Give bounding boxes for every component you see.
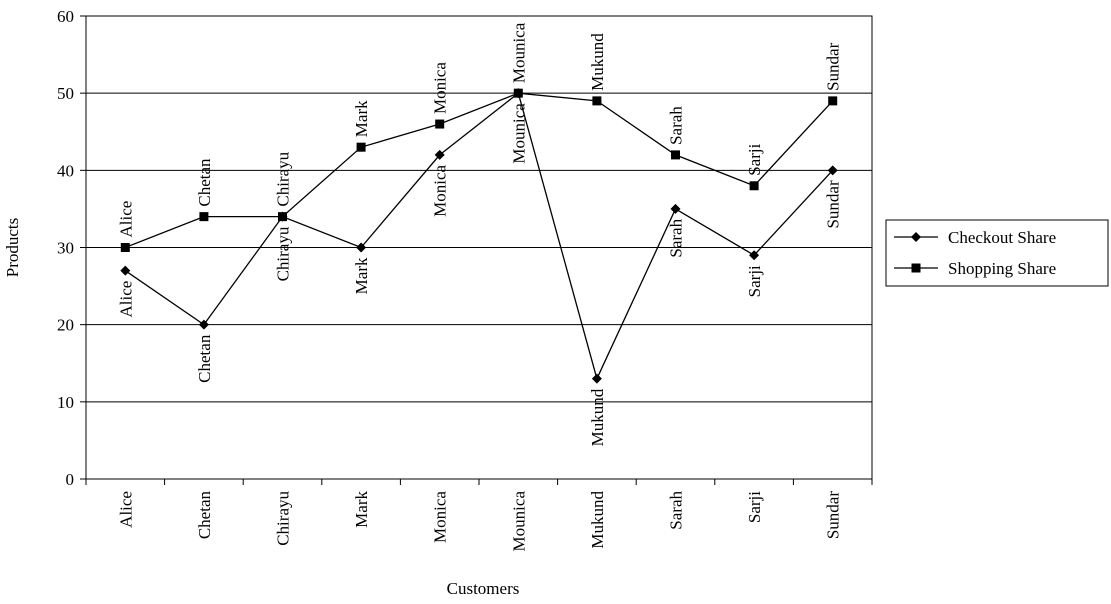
data-point-square xyxy=(199,212,209,222)
point-label-checkout: Mounica xyxy=(509,103,528,164)
data-point-square xyxy=(278,212,287,222)
point-label-shopping: Chirayu xyxy=(274,151,293,206)
data-point-square xyxy=(671,150,680,160)
x-tick-label: Mounica xyxy=(509,491,528,552)
legend-box xyxy=(885,219,1109,287)
series-line xyxy=(124,92,834,381)
x-tick-label: Sundar xyxy=(824,491,843,540)
legend-item: Shopping Share xyxy=(894,259,1056,278)
point-label-checkout: Sundar xyxy=(824,180,843,229)
point-label-checkout: Mukund xyxy=(588,388,607,446)
point-label-checkout: Sarji xyxy=(745,265,764,297)
legend-label: Shopping Share xyxy=(948,259,1056,278)
series-line xyxy=(125,92,834,249)
data-point-diamond xyxy=(120,265,131,276)
point-labels: Alice Alice Chetan Chetan Chirayu Chirayu Mark… xyxy=(116,22,842,446)
point-label-shopping: Alice xyxy=(116,201,135,238)
y-tick-label: 20 xyxy=(57,316,74,335)
series-shopping-share xyxy=(120,88,838,252)
y-axis-ticks: 0 10 20 30 40 50 60 xyxy=(57,7,86,489)
point-label-checkout: Mark xyxy=(352,257,371,294)
point-label-shopping: Mark xyxy=(352,100,371,137)
point-label-shopping: Sarji xyxy=(745,143,764,175)
y-axis-title: Products xyxy=(3,218,22,278)
x-tick-label: Alice xyxy=(116,491,135,528)
x-tick-label: Mukund xyxy=(588,491,607,549)
point-label-shopping: Monica xyxy=(431,62,450,114)
point-label-shopping: Mounica xyxy=(509,22,528,83)
series-checkout-share xyxy=(120,88,838,384)
data-point-square xyxy=(592,96,602,106)
data-point-square xyxy=(120,243,130,252)
point-label-checkout: Alice xyxy=(116,281,135,318)
series-layer xyxy=(120,88,838,384)
legend-marker xyxy=(911,232,921,242)
legend: Checkout Share Shopping Share xyxy=(885,219,1109,287)
data-point-square xyxy=(356,142,366,152)
x-tick-label: Mark xyxy=(352,491,371,528)
point-label-checkout: Sarah xyxy=(667,218,686,257)
data-point-diamond xyxy=(591,373,602,384)
data-point-diamond xyxy=(827,165,838,176)
data-point-diamond xyxy=(434,149,445,160)
x-axis-title: Customers xyxy=(447,579,520,598)
y-tick-label: 40 xyxy=(57,161,74,180)
legend-item: Checkout Share xyxy=(894,228,1056,247)
y-tick-label: 30 xyxy=(57,239,74,258)
data-point-square xyxy=(435,119,445,129)
point-label-checkout: Monica xyxy=(431,164,450,216)
y-tick-label: 50 xyxy=(57,84,74,103)
x-axis-ticks: Alice Chetan Chirayu Mark Monica Mounica Mukun… xyxy=(85,479,873,552)
point-label-shopping: Sundar xyxy=(824,42,843,91)
data-point-diamond xyxy=(749,250,760,261)
data-point-diamond xyxy=(356,242,367,253)
point-label-shopping: Sarah xyxy=(667,106,686,145)
y-tick-label: 60 xyxy=(57,7,74,26)
data-point-square xyxy=(749,181,759,191)
y-tick-label: 0 xyxy=(66,470,75,489)
legend-marker xyxy=(911,263,921,273)
x-tick-label: Monica xyxy=(431,491,450,543)
data-point-diamond xyxy=(198,319,209,330)
point-label-checkout: Chirayu xyxy=(274,226,293,281)
legend-label: Checkout Share xyxy=(948,228,1056,247)
x-tick-label: Chetan xyxy=(195,491,214,540)
x-tick-label: Chirayu xyxy=(274,491,293,546)
data-point-square xyxy=(828,96,838,106)
point-label-shopping: Chetan xyxy=(195,158,214,207)
data-point-square xyxy=(513,88,523,98)
gridlines xyxy=(86,92,872,403)
x-tick-label: Sarji xyxy=(745,491,764,523)
point-label-shopping: Mukund xyxy=(588,33,607,91)
y-tick-label: 10 xyxy=(57,393,74,412)
x-tick-label: Sarah xyxy=(667,491,686,530)
data-point-diamond xyxy=(670,203,681,214)
point-label-checkout: Chetan xyxy=(195,334,214,383)
legend-items: Checkout Share Shopping Share xyxy=(894,228,1056,278)
